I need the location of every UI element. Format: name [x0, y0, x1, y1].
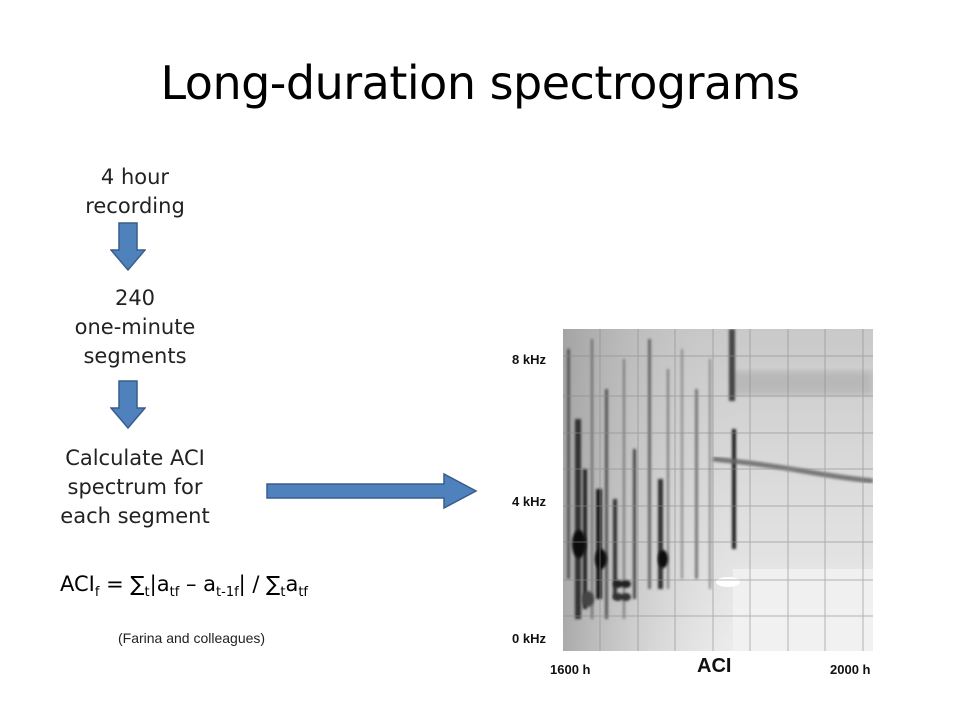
step-recording: 4 hour recording [85, 165, 185, 218]
spectrogram-caption: ACI [697, 655, 732, 677]
aci-formula: ACIf = ∑t|atf – at-1f| / ∑tatf [60, 572, 308, 600]
spectrogram-image [563, 329, 873, 651]
y-label-4khz: 4 kHz [512, 494, 546, 509]
x-label-2000h: 2000 h [830, 662, 871, 677]
slide-title: Long-duration spectrograms [160, 56, 800, 110]
down-arrow-icon [110, 222, 146, 272]
y-label-0khz: 0 kHz [512, 631, 546, 646]
right-arrow-icon [266, 472, 478, 510]
step-segments: 240 one-minute segments [74, 286, 196, 368]
y-label-8khz: 8 kHz [512, 352, 546, 367]
step-calculate-aci: Calculate ACI spectrum for each segment [60, 446, 210, 528]
down-arrow-icon [110, 380, 146, 430]
credit-text: (Farina and colleagues) [118, 630, 266, 646]
x-label-1600h: 1600 h [550, 662, 591, 677]
